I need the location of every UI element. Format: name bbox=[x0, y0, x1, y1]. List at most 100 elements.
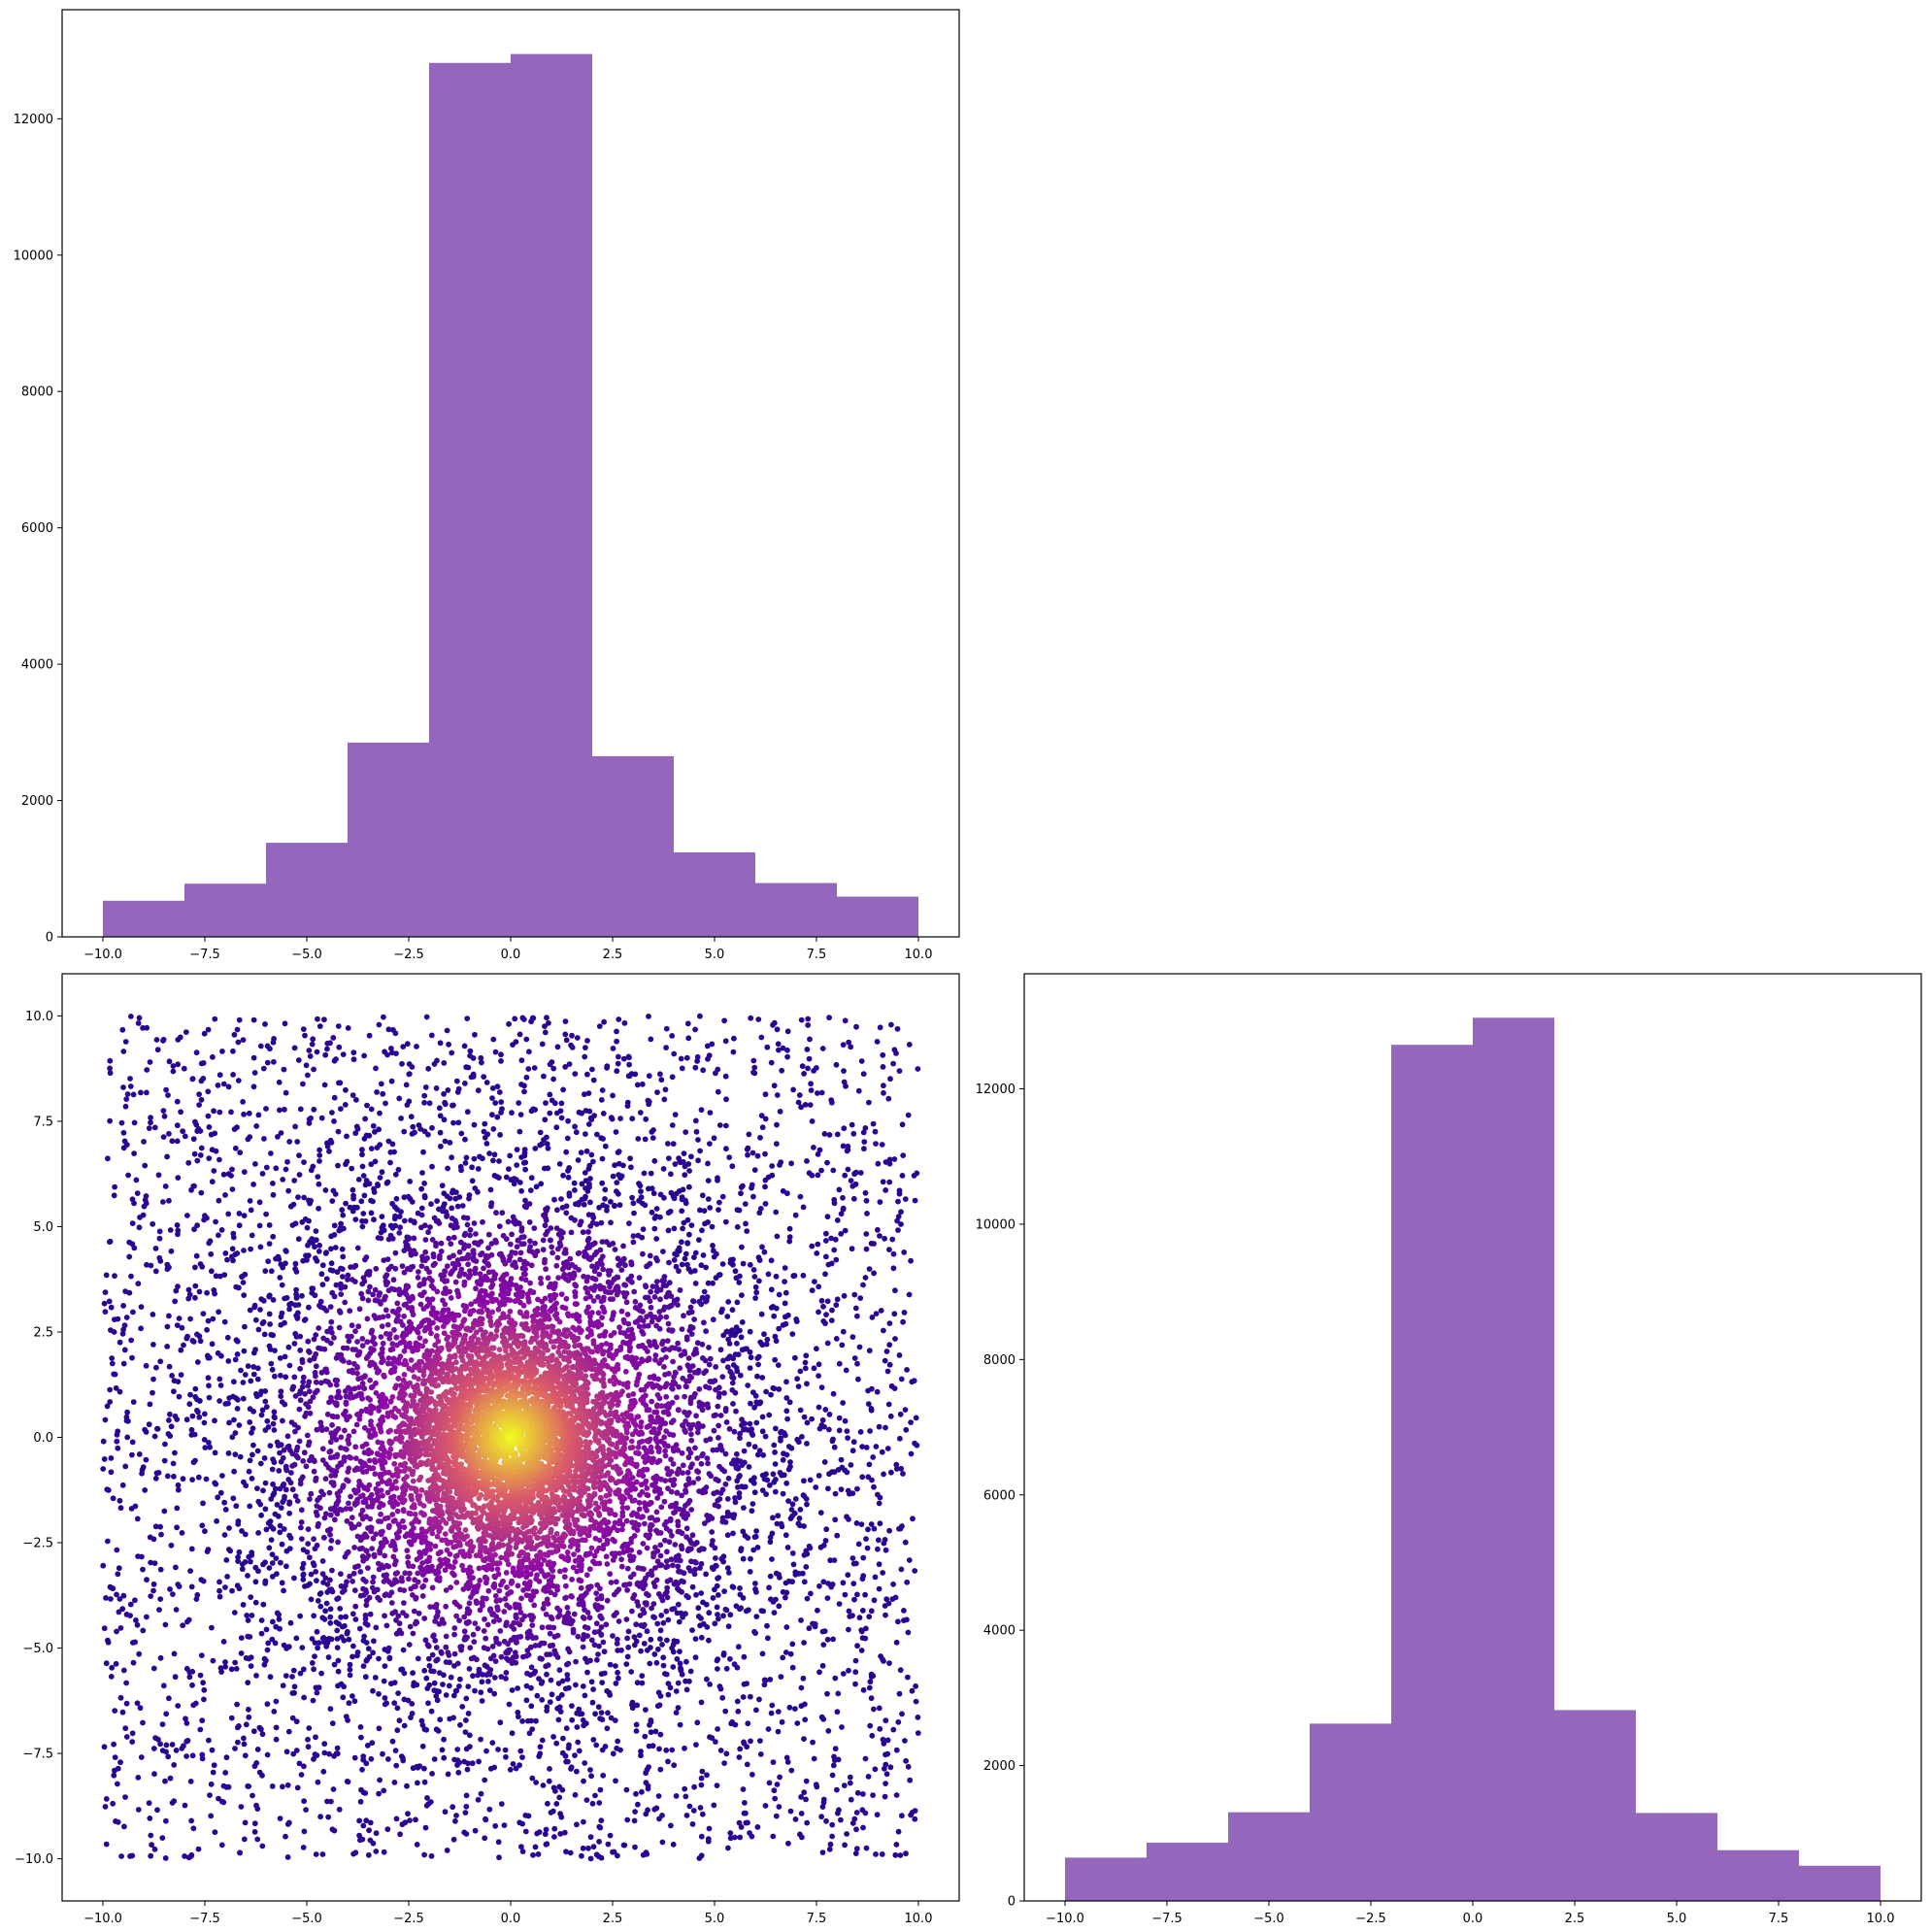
scatter-point bbox=[642, 1600, 649, 1606]
scatter-point bbox=[563, 1725, 570, 1732]
scatter-point bbox=[644, 1628, 650, 1635]
scatter-point bbox=[169, 1742, 176, 1748]
scatter-point bbox=[228, 1666, 235, 1673]
scatter-point bbox=[101, 1625, 108, 1632]
scatter-point bbox=[773, 1813, 780, 1819]
scatter-point bbox=[127, 1601, 134, 1608]
scatter-point bbox=[124, 1409, 131, 1416]
scatter-point bbox=[333, 1402, 340, 1409]
scatter-point bbox=[212, 1130, 218, 1137]
scatter-point bbox=[166, 1130, 172, 1137]
scatter-point bbox=[123, 1734, 130, 1740]
scatter-point bbox=[716, 1463, 722, 1470]
scatter-point bbox=[682, 1163, 688, 1170]
scatter-point bbox=[838, 1231, 845, 1237]
scatter-point bbox=[558, 1100, 565, 1107]
scatter-point bbox=[518, 1187, 524, 1194]
scatter-point bbox=[391, 1700, 398, 1707]
scatter-point bbox=[170, 1460, 177, 1467]
scatter-point bbox=[401, 1600, 407, 1606]
scatter-point bbox=[277, 1449, 283, 1456]
scatter-point bbox=[107, 1117, 113, 1124]
scatter-point bbox=[736, 1819, 743, 1826]
scatter-point bbox=[399, 1263, 406, 1269]
scatter-point bbox=[424, 1642, 431, 1648]
scatter-point bbox=[485, 1231, 492, 1238]
scatter-point bbox=[665, 1320, 672, 1327]
scatter-point bbox=[744, 1228, 750, 1234]
scatter-point bbox=[245, 1136, 251, 1143]
scatter-point bbox=[655, 1646, 661, 1652]
scatter-point bbox=[376, 1790, 382, 1797]
scatter-point bbox=[193, 1049, 200, 1056]
scatter-point bbox=[128, 1337, 135, 1344]
scatter-point bbox=[291, 1045, 298, 1051]
scatter-point bbox=[697, 1148, 703, 1154]
scatter-point bbox=[293, 1295, 300, 1301]
scatter-point bbox=[884, 1446, 891, 1451]
scatter-point bbox=[574, 1724, 581, 1730]
scatter-point bbox=[809, 1287, 816, 1294]
scatter-point bbox=[602, 1744, 609, 1749]
scatter-point bbox=[589, 1066, 595, 1073]
scatter-point bbox=[679, 1239, 684, 1246]
scatter-point bbox=[683, 1487, 688, 1493]
scatter-point bbox=[483, 1635, 489, 1642]
scatter-point bbox=[429, 1651, 436, 1658]
scatter-point bbox=[714, 1782, 720, 1788]
scatter-point bbox=[239, 1528, 245, 1534]
scatter-point bbox=[299, 1383, 306, 1390]
scatter-point bbox=[895, 1618, 901, 1625]
scatter-point bbox=[268, 1537, 275, 1543]
scatter-point bbox=[413, 1816, 418, 1823]
scatter-point bbox=[260, 1318, 267, 1325]
scatter-point bbox=[854, 1485, 860, 1492]
scatter-point bbox=[131, 1245, 138, 1251]
scatter-point bbox=[788, 1767, 795, 1774]
scatter-point bbox=[286, 1819, 292, 1826]
scatter-point bbox=[691, 1369, 698, 1376]
scatter-point bbox=[293, 1718, 300, 1725]
scatter-point bbox=[640, 1226, 647, 1232]
scatter-point bbox=[880, 1736, 886, 1743]
scatter-point bbox=[739, 1416, 745, 1423]
scatter-point bbox=[604, 1687, 611, 1694]
scatter-point bbox=[436, 1220, 443, 1226]
scatter-point bbox=[498, 1801, 505, 1807]
scatter-point bbox=[192, 1457, 198, 1464]
scatter-point bbox=[802, 1716, 809, 1723]
scatter-point bbox=[546, 1778, 552, 1784]
scatter-point bbox=[602, 1143, 609, 1149]
scatter-point bbox=[680, 1375, 686, 1382]
scatter-point bbox=[773, 1209, 780, 1216]
scatter-point bbox=[886, 1179, 893, 1185]
scatter-point bbox=[599, 1261, 605, 1268]
scatter-point bbox=[250, 1364, 257, 1370]
scatter-point bbox=[557, 1831, 564, 1837]
scatter-point bbox=[682, 1172, 688, 1179]
scatter-point bbox=[240, 1602, 247, 1608]
scatter-point bbox=[824, 1214, 831, 1220]
scatter-point bbox=[768, 1305, 775, 1311]
scatter-point bbox=[418, 1224, 424, 1231]
scatter-point bbox=[144, 1577, 150, 1583]
scatter-point bbox=[825, 1485, 831, 1492]
scatter-point bbox=[652, 1728, 659, 1735]
scatter-point bbox=[341, 1587, 348, 1593]
scatter-point bbox=[590, 1215, 597, 1221]
scatter-point bbox=[248, 1558, 253, 1565]
scatter-point bbox=[754, 1355, 761, 1361]
scatter-point bbox=[838, 1486, 845, 1492]
scatter-point bbox=[174, 1098, 181, 1105]
scatter-point bbox=[335, 1498, 342, 1504]
scatter-point bbox=[753, 1528, 759, 1534]
scatter-point bbox=[838, 1456, 845, 1463]
scatter-point bbox=[700, 1252, 707, 1258]
scatter-point bbox=[701, 1520, 708, 1526]
scatter-point bbox=[717, 1748, 724, 1753]
scatter-point bbox=[204, 1215, 210, 1221]
scatter-point bbox=[749, 1501, 756, 1507]
scatter-point bbox=[695, 1137, 701, 1143]
scatter-point bbox=[899, 1173, 906, 1179]
scatter-point bbox=[862, 1125, 869, 1131]
